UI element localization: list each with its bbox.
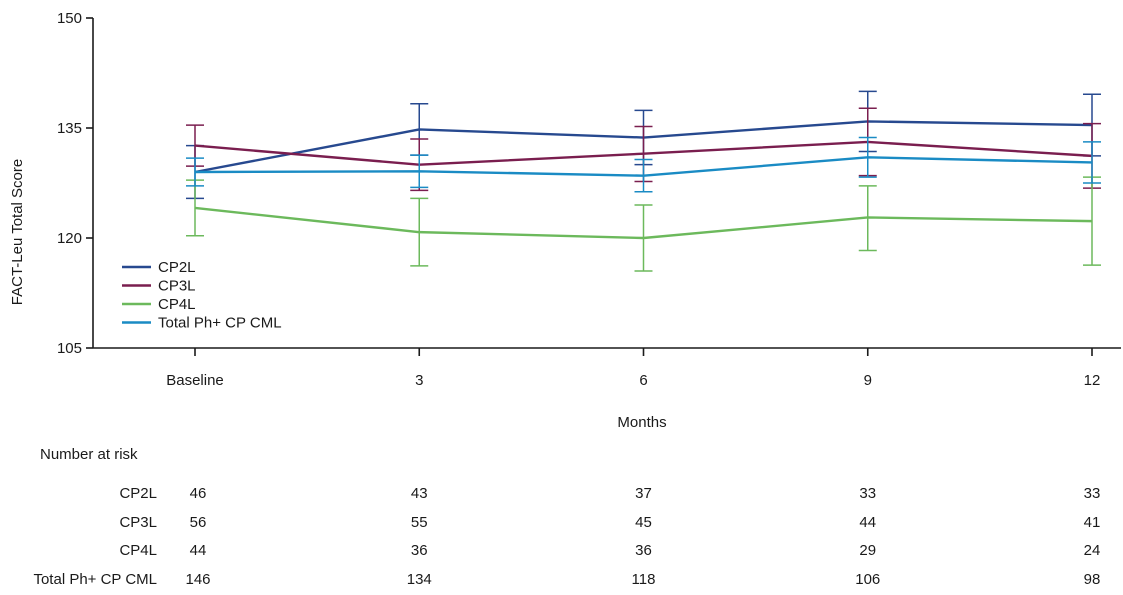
series-line bbox=[194, 206, 1093, 240]
risk-cell: 24 bbox=[1083, 542, 1101, 559]
y-axis-label: FACT-Leu Total Score bbox=[9, 159, 26, 305]
legend-label: CP4L bbox=[158, 296, 196, 313]
risk-row-label: Total Ph+ CP CML bbox=[33, 570, 157, 588]
legend-label: CP3L bbox=[158, 278, 196, 295]
risk-cell: 36 bbox=[635, 542, 652, 559]
number-at-risk-table: Number at risk CP2L 46 43 37 33 33 CP3L 56 55 45 4… bbox=[0, 440, 1123, 595]
risk-cell: 43 bbox=[410, 485, 428, 502]
legend-label: Total Ph+ CP CML bbox=[158, 315, 282, 332]
risk-cell: 44 bbox=[189, 542, 207, 559]
x-tick-label: 6 bbox=[639, 372, 647, 389]
risk-row-label: CP3L bbox=[119, 513, 157, 531]
risk-cell: 55 bbox=[410, 513, 428, 531]
x-tick-label: Baseline bbox=[166, 372, 224, 389]
risk-cell: 29 bbox=[859, 542, 877, 559]
y-tick-label: 120 bbox=[57, 230, 82, 247]
risk-cell: 44 bbox=[859, 513, 877, 531]
risk-cell: 98 bbox=[1083, 570, 1101, 588]
series-line bbox=[194, 140, 1093, 166]
x-tick-label: 12 bbox=[1084, 372, 1101, 389]
x-tick-label: 3 bbox=[415, 372, 423, 389]
risk-cell: 36 bbox=[410, 542, 428, 559]
risk-cell: 37 bbox=[635, 485, 652, 502]
risk-cell: 45 bbox=[635, 513, 652, 531]
risk-cell: 106 bbox=[855, 570, 881, 588]
risk-cell: 46 bbox=[189, 485, 207, 502]
y-tick-label: 150 bbox=[57, 10, 82, 27]
risk-cell: 33 bbox=[1083, 485, 1101, 502]
risk-cell: 118 bbox=[631, 570, 656, 588]
legend-label: CP2L bbox=[158, 259, 196, 276]
series-line bbox=[194, 156, 1093, 177]
y-tick-label: 105 bbox=[57, 340, 82, 357]
series-cp4l bbox=[186, 176, 1101, 272]
series-total-ph-cp-cml bbox=[186, 136, 1101, 193]
axes: 105 120 135 150 Baseline 3 6 9 12 bbox=[57, 10, 1121, 389]
risk-cell: 56 bbox=[189, 513, 207, 531]
number-at-risk-title: Number at risk bbox=[40, 446, 138, 463]
risk-row-label: CP2L bbox=[119, 485, 157, 502]
risk-cell: 134 bbox=[406, 570, 432, 588]
series-layer bbox=[186, 90, 1101, 272]
x-axis-label: Months bbox=[617, 414, 666, 431]
risk-cell: 41 bbox=[1083, 513, 1101, 531]
risk-row-label: CP4L bbox=[119, 542, 157, 559]
risk-cell: 146 bbox=[185, 570, 211, 588]
risk-cell: 33 bbox=[859, 485, 877, 502]
x-tick-label: 9 bbox=[864, 372, 872, 389]
y-tick-label: 135 bbox=[57, 120, 82, 137]
